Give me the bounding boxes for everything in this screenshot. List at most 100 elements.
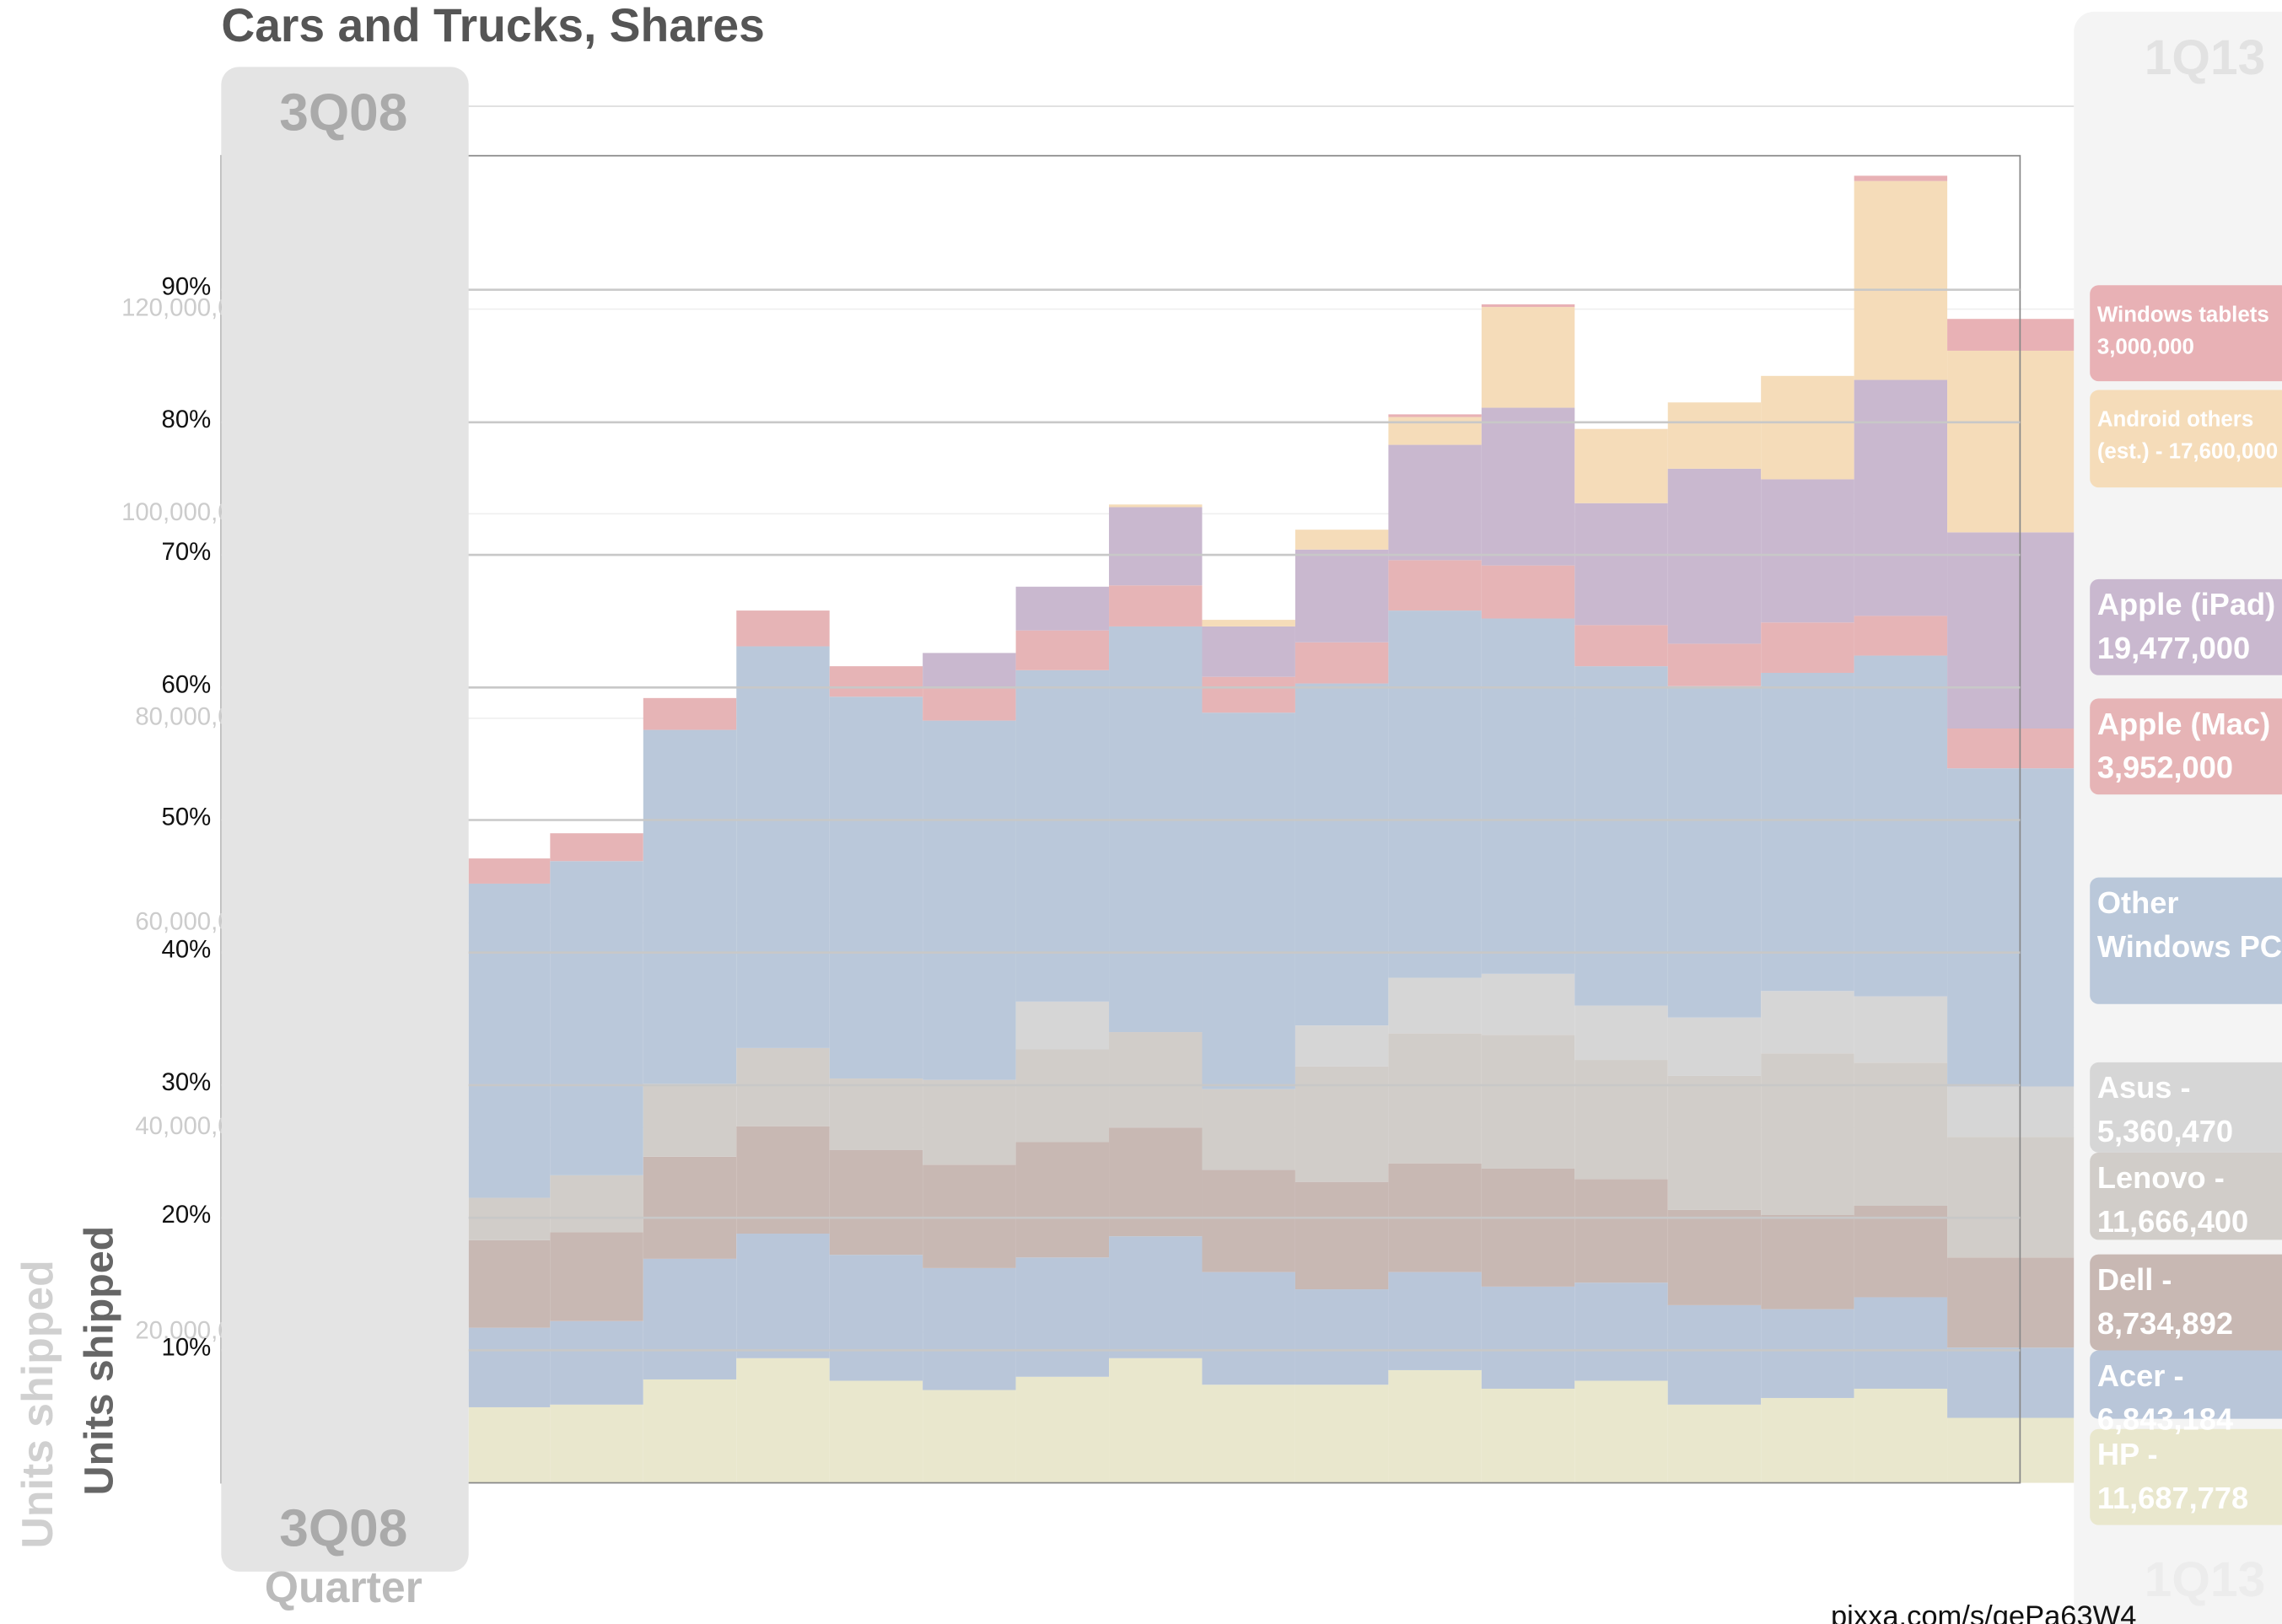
segment — [643, 1258, 737, 1379]
segment — [1294, 1385, 1389, 1483]
segment — [1388, 610, 1482, 978]
segment — [1388, 417, 1482, 445]
segment — [468, 1406, 551, 1483]
series-tag-label: 5,360,470 — [2097, 1114, 2233, 1148]
segment — [643, 1379, 737, 1483]
series-tag — [2090, 1152, 2282, 1240]
segment — [1015, 1257, 1110, 1377]
segment — [1109, 504, 1203, 508]
segment — [1481, 1035, 1575, 1169]
y-tick-label: 10% — [162, 1333, 212, 1361]
segment — [1574, 1283, 1668, 1381]
segment — [923, 1267, 1016, 1390]
series-tag-label: Apple (Mac) — [2097, 707, 2270, 741]
series-tag-label: Apple (iPad) — [2097, 587, 2275, 621]
segment — [923, 687, 1016, 721]
period-start-bottom: 3Q08 — [279, 1500, 407, 1558]
chart-title: Cars and Trucks, Shares — [221, 0, 765, 51]
segment — [1947, 532, 2075, 729]
segment — [550, 1232, 643, 1321]
segment — [1388, 560, 1482, 611]
y-tick-label: 30% — [162, 1068, 212, 1096]
segment — [1574, 1179, 1668, 1283]
segment — [829, 696, 923, 1079]
series-tag-label: 8,734,892 — [2097, 1306, 2233, 1341]
segment — [1667, 1075, 1762, 1210]
segment — [1294, 1289, 1389, 1385]
segment — [1854, 616, 1948, 656]
segment — [1947, 319, 2075, 351]
segment — [1574, 625, 1668, 667]
segment — [1761, 1214, 1854, 1309]
segment — [550, 1404, 643, 1483]
segment — [1294, 683, 1389, 1026]
segment — [1854, 1062, 1948, 1206]
segment — [1854, 379, 1948, 616]
period-end-bottom: 1Q13 — [2145, 1552, 2266, 1607]
segment — [1667, 1209, 1762, 1305]
y-tick-label: 60% — [162, 670, 212, 698]
segment — [1294, 1066, 1389, 1182]
series-tag — [2090, 698, 2282, 795]
segment — [1574, 1380, 1668, 1483]
segment — [1109, 585, 1203, 626]
segment — [1481, 973, 1575, 1035]
segment — [736, 646, 830, 1048]
series-tag — [2090, 1062, 2282, 1153]
series-tag — [2090, 1254, 2282, 1351]
series-tag-label: Acer - — [2097, 1358, 2184, 1393]
segment — [1015, 1049, 1110, 1143]
segment — [829, 1255, 923, 1381]
segment — [1388, 444, 1482, 561]
y-axis-label: Units shipped — [77, 1226, 122, 1495]
segment — [1574, 1060, 1668, 1180]
segment — [1109, 1127, 1203, 1237]
segment — [1015, 669, 1110, 1002]
segment — [1761, 622, 1854, 673]
segment — [1947, 1417, 2075, 1483]
segment — [1761, 1053, 1854, 1215]
segment — [1761, 479, 1854, 623]
segment — [1109, 1032, 1203, 1128]
segment — [1015, 1001, 1110, 1050]
segment — [643, 1156, 737, 1259]
segment — [1294, 549, 1389, 643]
series-tag — [2090, 877, 2282, 1004]
segment — [1202, 620, 1295, 626]
series-tag — [2090, 1350, 2282, 1419]
segment — [1667, 1404, 1762, 1483]
series-tag-label: (est.) - 17,600,000 — [2097, 440, 2278, 464]
segment — [1481, 1286, 1575, 1389]
segment — [1109, 626, 1203, 1033]
segment — [1015, 1376, 1110, 1483]
series-tag-label: Windows tablets — [2097, 303, 2269, 326]
segment — [1667, 643, 1762, 686]
segment — [468, 1240, 551, 1328]
segment — [1947, 768, 2075, 1087]
segment — [1294, 1025, 1389, 1067]
segment — [923, 1390, 1016, 1483]
segment — [1854, 1205, 1948, 1298]
segment — [923, 653, 1016, 688]
segment — [1481, 618, 1575, 974]
segment — [1202, 713, 1295, 1089]
segment — [1481, 1388, 1575, 1483]
series-tag-label: Dell - — [2097, 1262, 2172, 1297]
segment — [1015, 1142, 1110, 1258]
segment — [736, 610, 830, 647]
segment — [550, 1175, 643, 1233]
segment — [1574, 503, 1668, 626]
segment — [1854, 1388, 1948, 1483]
segment — [468, 858, 551, 884]
segment — [1667, 1017, 1762, 1076]
series-tag-label: 3,000,000 — [2097, 335, 2194, 358]
segment — [1854, 996, 1948, 1063]
segment — [550, 1320, 643, 1405]
segment — [1947, 1257, 2075, 1348]
y-tick-label: 40% — [162, 936, 212, 964]
y-tick-label: 20% — [162, 1201, 212, 1229]
series-tag — [2090, 285, 2282, 382]
segment — [1481, 1168, 1575, 1287]
left-panel — [221, 67, 469, 1572]
